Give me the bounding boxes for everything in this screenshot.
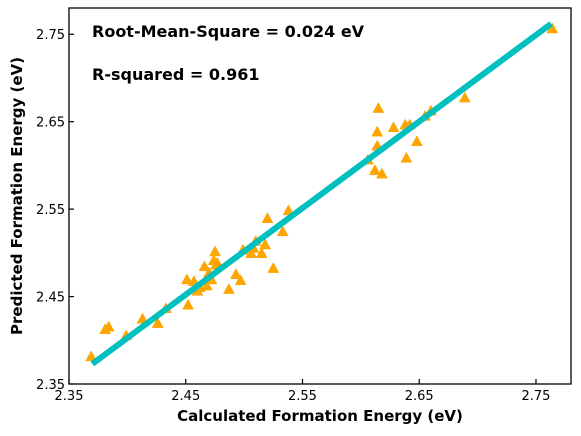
data-point [410,135,423,147]
data-point [371,125,384,137]
fit-line-group [90,21,553,367]
y-tick-label: 2.75 [36,28,65,43]
tick-group: 2.35 2.45 2.55 2.65 2.75 2.35 2.45 2.55 2.65 2.75 [36,28,550,404]
data-point [198,260,211,272]
data-point [276,225,289,237]
data-point [368,164,381,175]
y-tick-label: 2.65 [36,116,65,131]
annotation-rmse: Root-Mean-Square = 0.024 eV [92,22,365,41]
data-point [387,121,400,133]
fit-line [90,21,553,367]
data-point [267,262,280,273]
x-tick-label: 2.65 [405,389,434,404]
data-point [85,350,98,362]
data-point [261,212,274,223]
data-point [182,298,195,310]
data-point [255,247,268,258]
y-axis-title: Predicted Formation Energy (eV) [8,57,26,335]
data-point [209,245,221,257]
data-point [259,238,272,250]
data-point [372,102,385,113]
data-point [230,268,242,279]
data-point [400,151,413,163]
x-tick-label: 2.35 [55,389,84,404]
y-tick-label: 2.35 [36,378,65,393]
annotation-r-squared: R-squared = 0.961 [92,65,259,84]
y-tick-label: 2.55 [36,203,65,218]
x-tick-label: 2.75 [522,389,551,404]
data-point [234,274,247,286]
y-tick-label: 2.45 [36,291,65,306]
data-point [211,256,224,268]
data-point [375,167,388,179]
data-point [200,279,213,291]
data-point [151,317,164,328]
x-axis-title: Calculated Formation Energy (eV) [177,407,463,425]
data-point [180,273,193,285]
x-tick-label: 2.55 [288,389,317,404]
data-point [102,320,115,332]
x-tick-label: 2.45 [171,389,200,404]
data-point [223,283,235,294]
data-point [458,91,471,103]
